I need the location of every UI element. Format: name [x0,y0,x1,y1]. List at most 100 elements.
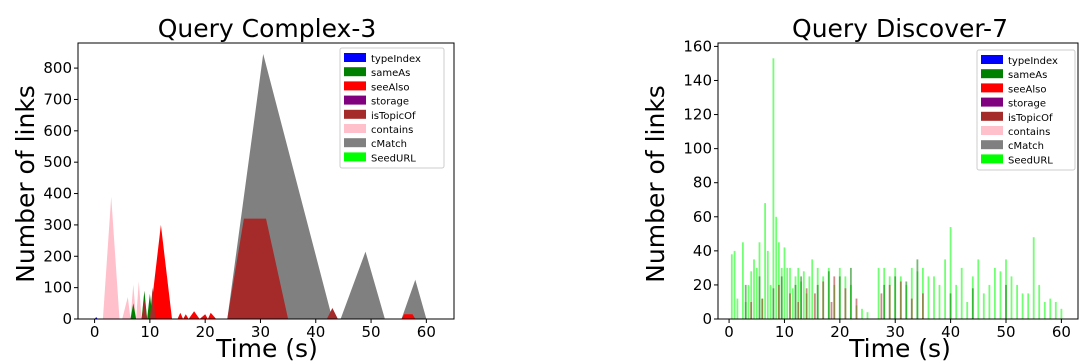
y-axis-label: Number of links [641,85,670,283]
bar [827,271,830,319]
bar [778,284,780,319]
bar [816,284,819,319]
y-tick-label: 600 [43,122,72,140]
y-axis: 0 100 200 300 400 500 600 700 800 [43,59,78,328]
bar [910,298,913,319]
legend-label: seeAlso [1008,84,1046,95]
bar [1016,284,1018,319]
y-tick-label: 100 [43,279,72,297]
area-contains [102,196,156,319]
legend-swatch [981,55,1003,64]
bar [783,247,786,319]
x-axis-label: Time (s) [848,334,951,363]
legend-swatch [344,81,366,91]
x-tick-label: 60 [1052,323,1071,341]
y-tick-label: 20 [693,276,712,294]
legend-label: isTopicOf [1008,113,1053,124]
bar [944,259,946,319]
bar [750,302,753,319]
legend-label: typeIndex [371,54,421,65]
legend-label: cMatch [371,139,407,150]
legend-swatch [344,138,366,148]
bar [822,281,825,319]
legend-swatch [981,140,1003,150]
x-tick-label: 10 [775,323,794,341]
bar [855,298,858,319]
bar [1021,293,1024,319]
bar [910,267,913,319]
legend-label: SeedURL [1008,155,1053,166]
bar [789,293,791,319]
y-tick-label: 120 [683,106,712,124]
y-tick-label: 60 [693,208,712,226]
bar [811,259,814,319]
bar [883,284,886,319]
y-tick-label: 100 [683,140,712,158]
bar [747,284,750,319]
legend-box [976,49,1076,171]
bar [960,267,963,319]
legend-label: contains [1008,127,1050,138]
bar [861,308,863,319]
chart-title: Query Discover-7 [792,14,1008,43]
bar [1032,237,1035,319]
bar [1005,284,1007,319]
bar [1049,298,1052,319]
legend-label: isTopicOf [371,111,416,122]
bar [949,293,952,319]
bar [899,281,902,319]
x-axis: 0 10 20 30 40 50 60 [90,319,436,341]
bar [999,271,1002,319]
x-axis: 0 10 20 30 40 50 60 [724,319,1071,341]
legend-label: sameAs [371,68,410,79]
bar [938,284,941,319]
bar [786,267,789,319]
x-tick-label: 40 [941,323,960,341]
bar [797,302,800,319]
bar [730,254,733,319]
y-tick-label: 0 [62,310,72,328]
area-isTopicOf [227,218,344,319]
bar [814,293,816,319]
x-tick-label: 0 [90,323,100,341]
legend-label: storage [371,97,409,108]
x-tick-label: 50 [362,323,381,341]
y-tick-label: 140 [683,71,712,89]
y-tick-label: 40 [693,242,712,260]
legend-swatch [344,67,366,77]
area-isTopicOf [141,287,159,319]
legend-swatch [344,95,366,105]
bar [977,259,980,319]
legend: typeIndex sameAs seeAlso storage isTopicOf co… [976,49,1076,171]
bar [761,298,764,319]
bar [805,288,808,319]
bar [833,276,836,319]
legend-swatch [981,69,1003,79]
x-tick-label: 30 [886,323,905,341]
x-tick-label: 10 [140,323,159,341]
legend-box [339,47,445,169]
bar [877,267,880,319]
bar [794,284,797,319]
series-isTopicOf [750,276,924,319]
area-cMatch [227,54,427,319]
legend-label: SeedURL [371,153,416,164]
bar [1060,308,1063,319]
bar [1043,302,1046,319]
bar [755,267,758,319]
bar [982,293,985,319]
bar [988,284,991,319]
legend-label: contains [371,125,413,136]
bar [922,293,924,319]
bar [778,242,780,319]
x-tick-label: 20 [196,323,215,341]
bar [894,276,897,319]
legend-swatch [344,53,366,62]
bar [966,302,969,319]
legend-label: sameAs [1008,70,1047,81]
bar [927,276,930,319]
chart-discover-7: Query Discover-7 Time (s) Number of link… [641,14,1079,363]
y-tick-label: 800 [43,59,72,77]
bar [772,288,775,319]
